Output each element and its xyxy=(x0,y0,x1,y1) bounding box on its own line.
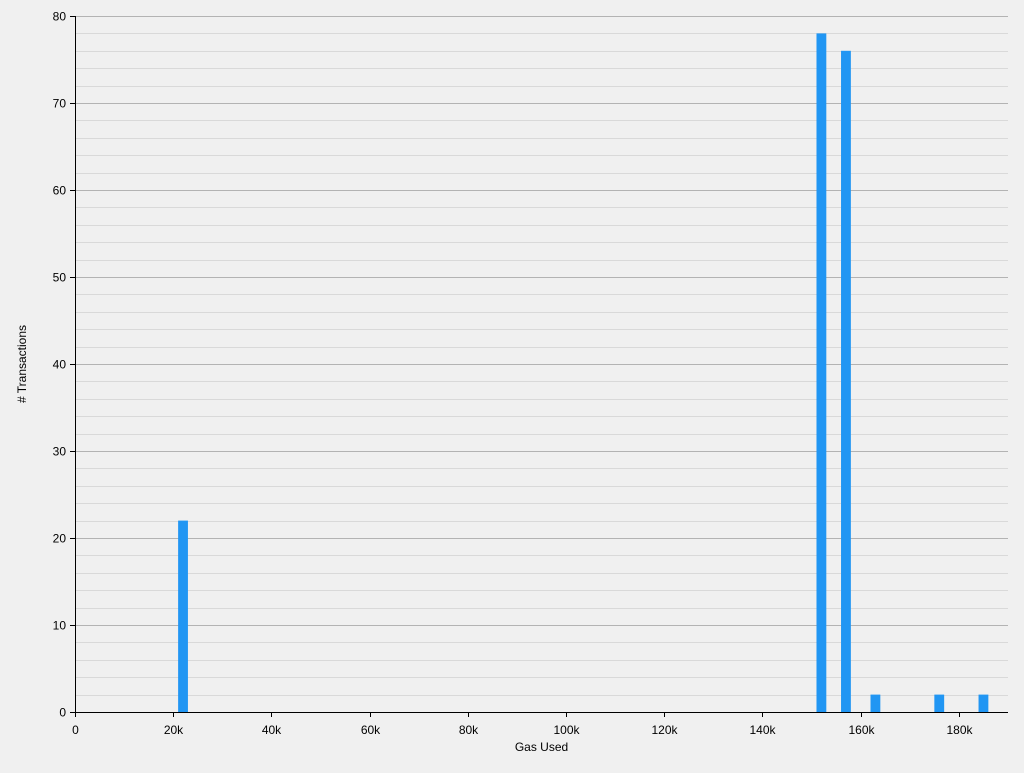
x-tick-label: 40k xyxy=(262,723,282,737)
y-tick-label: 80 xyxy=(53,10,67,24)
x-tick-label: 80k xyxy=(459,723,479,737)
histogram-bar xyxy=(934,694,945,712)
x-tick-label: 20k xyxy=(164,723,184,737)
x-tick-label: 0 xyxy=(72,723,79,737)
x-tick-label: 140k xyxy=(749,723,776,737)
y-tick-label: 50 xyxy=(53,271,67,285)
major-grid xyxy=(75,16,1008,626)
y-tick-label: 40 xyxy=(53,358,67,372)
y-tick-label: 20 xyxy=(53,532,67,546)
y-ticks: 0 10 20 30 40 50 60 70 80 xyxy=(53,10,75,720)
y-tick-label: 30 xyxy=(53,445,67,459)
x-tick-label: 100k xyxy=(553,723,580,737)
x-ticks: 0 20k 40k 60k 80k 100k 120k 140k 160k 180k xyxy=(72,712,974,737)
histogram-bar xyxy=(978,694,989,712)
y-tick-label: 70 xyxy=(53,97,67,111)
x-tick-label: 160k xyxy=(848,723,875,737)
y-tick-label: 60 xyxy=(53,184,67,198)
x-tick-label: 180k xyxy=(946,723,973,737)
x-tick-label: 120k xyxy=(651,723,678,737)
y-tick-label: 0 xyxy=(59,706,66,720)
x-tick-label: 60k xyxy=(361,723,381,737)
histogram-bar xyxy=(870,694,881,712)
minor-grid xyxy=(75,33,1008,696)
histogram-bar xyxy=(178,520,188,712)
y-tick-label: 10 xyxy=(53,619,67,633)
x-axis-title: Gas Used xyxy=(515,740,568,754)
histogram-bar xyxy=(841,50,851,713)
y-axis-title: # Transactions xyxy=(15,325,29,403)
bars xyxy=(178,33,989,713)
axes xyxy=(70,16,1008,717)
histogram-bar xyxy=(816,33,827,712)
